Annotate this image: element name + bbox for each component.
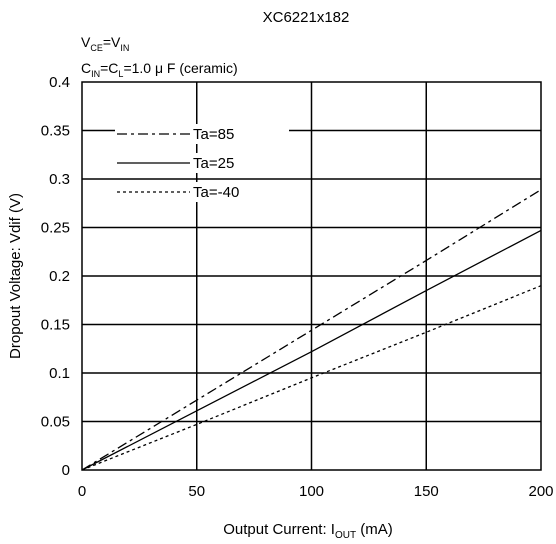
y-tick-label: 0.25 <box>41 220 70 237</box>
y-tick-label: 0.3 <box>49 171 70 188</box>
legend-bg-1 <box>115 153 289 173</box>
series-line-0 <box>81 189 542 471</box>
plot-frame <box>81 81 542 471</box>
series-lines <box>81 189 542 471</box>
x-tick-label: 0 <box>78 483 86 500</box>
y-tick-label: 0.4 <box>49 74 70 91</box>
chart-title: XC6221x182 <box>263 9 350 26</box>
legend: Ta=85 Ta=25 Ta=-40 <box>115 124 289 202</box>
y-tick-label: 0.2 <box>49 268 70 285</box>
x-tick-label: 150 <box>414 483 439 500</box>
y-tick-label: 0.15 <box>41 317 70 334</box>
x-tick-label: 200 <box>528 483 553 500</box>
condition-capacitance: CIN=CL=1.0 μ F (ceramic) <box>81 60 238 79</box>
y-tick-label: 0.1 <box>49 365 70 382</box>
condition-vce: VCE=VIN <box>81 34 129 53</box>
legend-label-0: Ta=85 <box>193 126 234 143</box>
tick-labels: 0 0.05 0.1 0.15 0.2 0.25 0.3 0.35 0.4 0 50 100 150 20… <box>41 74 554 500</box>
legend-label-2: Ta=-40 <box>193 184 239 201</box>
x-tick-label: 100 <box>299 483 324 500</box>
y-axis-label: Dropout Voltage: Vdif (V) <box>7 193 24 359</box>
series-line-2 <box>81 285 542 471</box>
x-tick-label: 50 <box>188 483 205 500</box>
x-axis-label: Output Current: IOUT (mA) <box>223 521 393 541</box>
y-tick-label: 0.05 <box>41 414 70 431</box>
series-line-1 <box>81 229 542 471</box>
legend-bg-0 <box>115 124 289 144</box>
y-tick-label: 0 <box>62 462 70 479</box>
legend-bg-2 <box>115 182 289 202</box>
y-tick-label: 0.35 <box>41 123 70 140</box>
legend-label-1: Ta=25 <box>193 155 234 172</box>
